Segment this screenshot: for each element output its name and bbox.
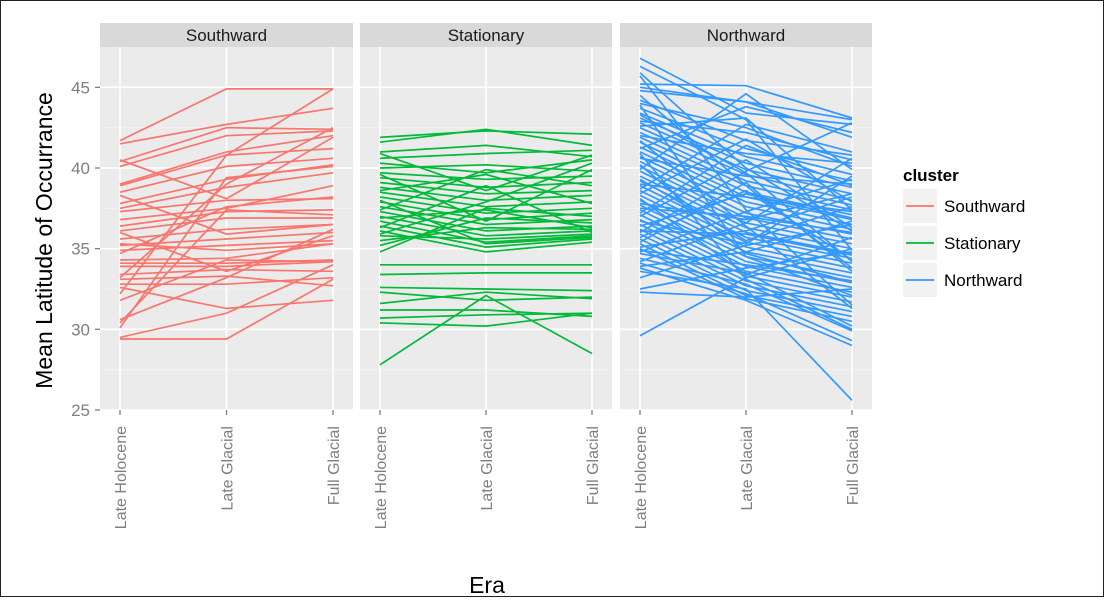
- y-tick-label: 40: [71, 159, 90, 178]
- y-tick-label: 30: [71, 320, 90, 339]
- x-tick-label: Late Holocene: [113, 426, 130, 529]
- y-axis-title: Mean Latitude of Occurrance: [31, 92, 57, 389]
- x-tick-label: Full Glacial: [326, 426, 343, 505]
- y-tick-label: 45: [71, 78, 90, 97]
- x-tick-label: Late Glacial: [220, 426, 237, 511]
- x-tick-label: Late Glacial: [739, 426, 756, 511]
- y-tick-label: 35: [71, 240, 90, 259]
- x-tick-label: Late Holocene: [373, 426, 390, 529]
- legend-label-stationary: Stationary: [944, 234, 1021, 253]
- x-tick-label: Full Glacial: [845, 426, 862, 505]
- legend-label-northward: Northward: [944, 271, 1022, 290]
- facet-label-northward: Northward: [707, 26, 785, 45]
- y-tick-label: 25: [71, 401, 90, 420]
- facet-label-stationary: Stationary: [448, 26, 525, 45]
- x-tick-label: Late Glacial: [479, 426, 496, 511]
- x-axis-title: Era: [469, 572, 505, 596]
- facet-label-southward: Southward: [186, 26, 267, 45]
- legend-label-southward: Southward: [944, 197, 1025, 216]
- x-tick-label: Full Glacial: [585, 426, 602, 505]
- x-tick-label: Late Holocene: [633, 426, 650, 529]
- legend-title: cluster: [903, 166, 959, 185]
